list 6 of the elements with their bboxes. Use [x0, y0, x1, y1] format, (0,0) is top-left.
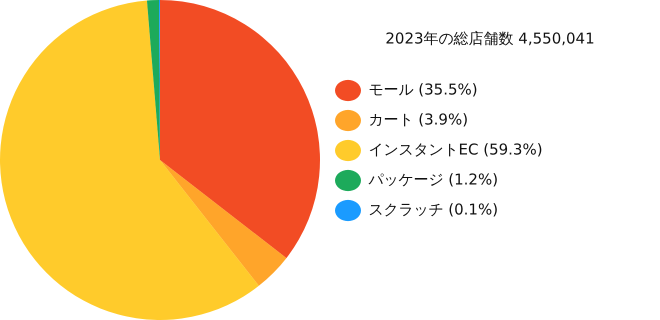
- legend-label: パッケージ (1.2%): [368, 170, 498, 188]
- legend-label: モール (35.5%): [368, 80, 478, 98]
- legend-label: インスタントEC (59.3%): [368, 140, 543, 158]
- legend-title: 2023年の総店舗数 4,550,041: [385, 29, 595, 48]
- legend-label: スクラッチ (0.1%): [368, 200, 498, 218]
- legend-label: カート (3.9%): [368, 110, 468, 128]
